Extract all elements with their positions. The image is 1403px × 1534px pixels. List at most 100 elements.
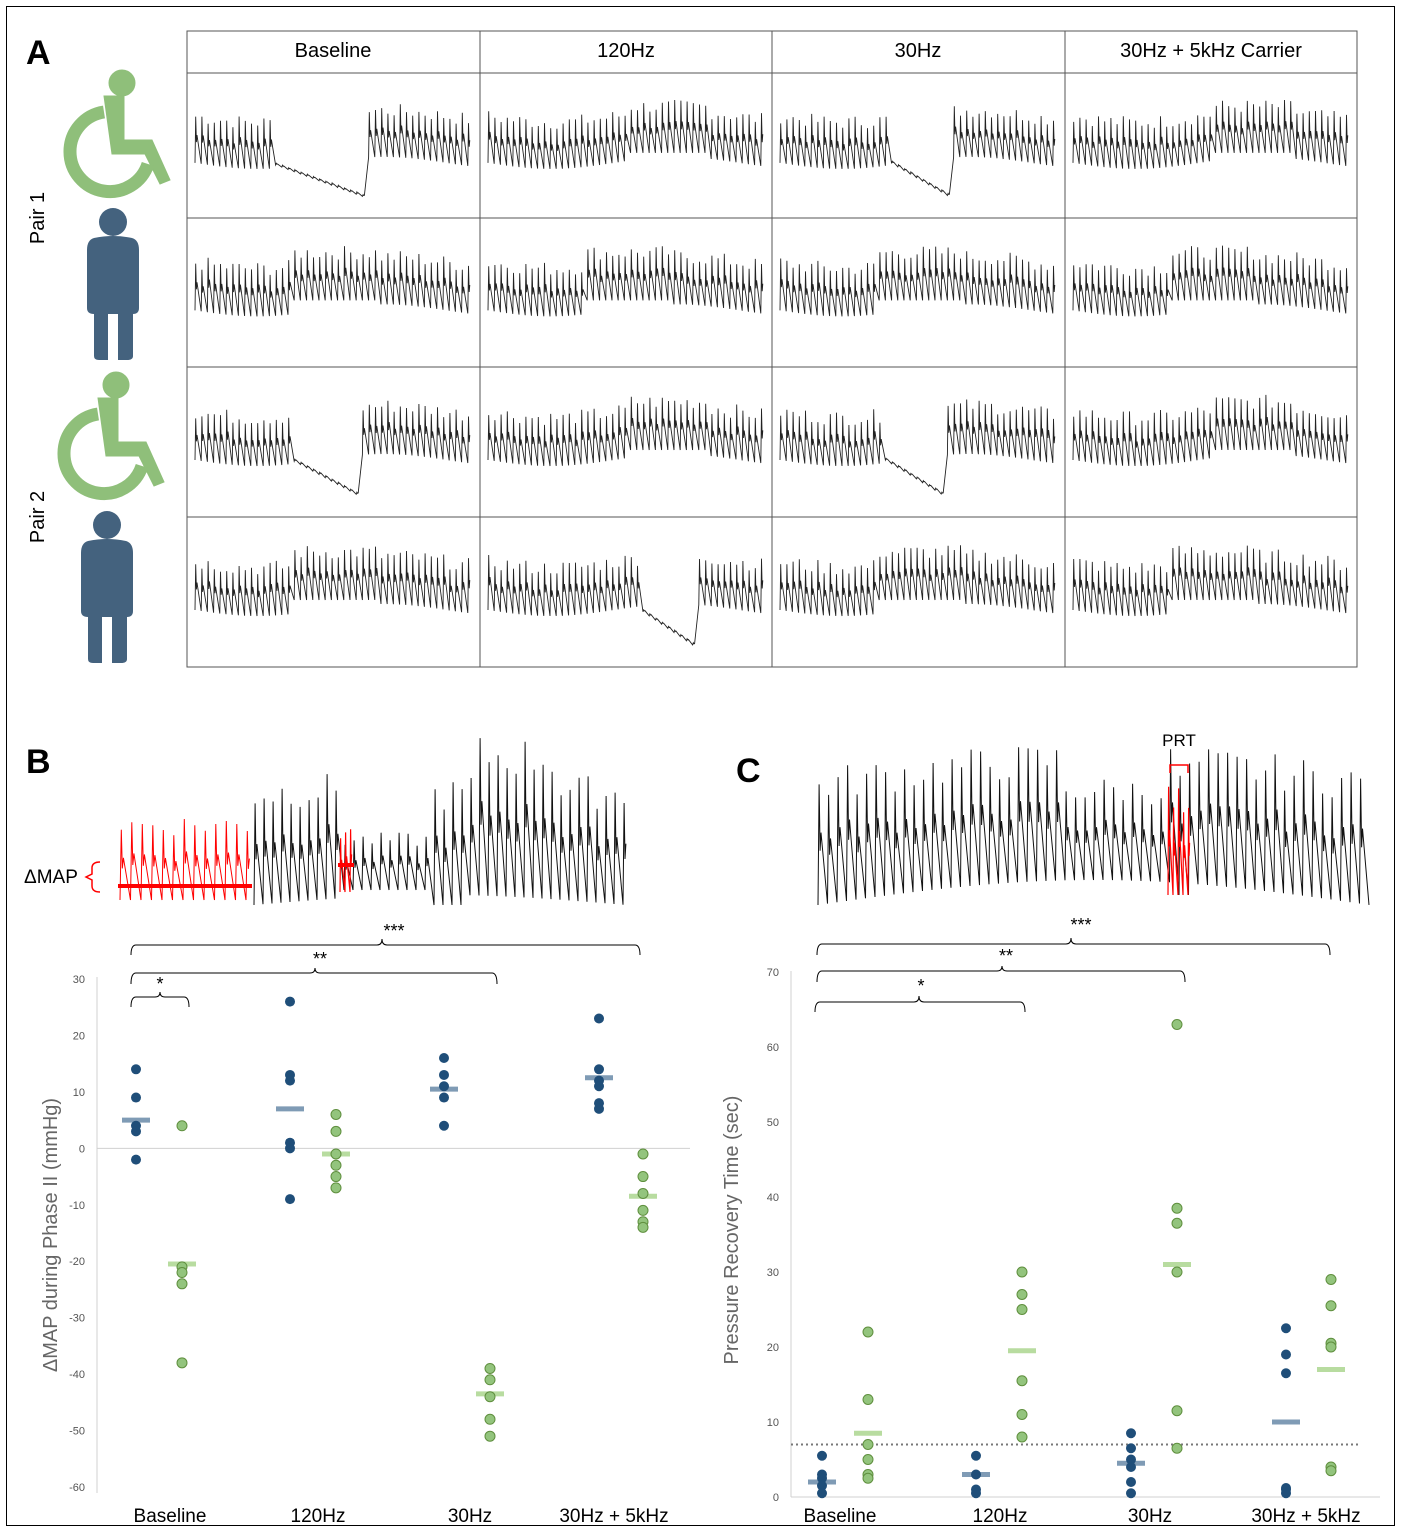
pressure-trace xyxy=(194,104,471,198)
x-tick-label-c: Baseline xyxy=(804,1506,877,1527)
prt-bracket xyxy=(1169,764,1189,773)
panel-a-traces xyxy=(194,99,1349,646)
data-point xyxy=(637,1221,649,1233)
pair-1-label: Pair 1 xyxy=(27,192,49,244)
data-point xyxy=(971,1469,981,1480)
data-point xyxy=(1325,1465,1337,1477)
data-point xyxy=(439,1081,449,1092)
data-point xyxy=(1126,1477,1136,1487)
data-point xyxy=(637,1148,649,1160)
x-tick-label-c: 30Hz + 5kHz xyxy=(1251,1506,1360,1527)
data-point xyxy=(594,1013,604,1024)
data-point xyxy=(1016,1409,1028,1420)
data-point xyxy=(637,1204,649,1216)
baseline-trace-red xyxy=(119,818,250,901)
y-axis-title-b: ΔMAP during Phase II (mmHg) xyxy=(40,1098,62,1372)
panel-label-a: A xyxy=(26,34,51,72)
column-header-30hz: 30Hz xyxy=(895,40,942,62)
person-icon xyxy=(81,511,133,663)
data-point xyxy=(484,1413,496,1425)
column-header-120hz: 120Hz xyxy=(597,40,655,62)
y-tick-label: 10 xyxy=(767,1417,779,1429)
data-point xyxy=(1171,1405,1183,1417)
panel-label-c: C xyxy=(736,752,761,790)
plot-c: Pressure Recovery Time (sec) Baseline 12… xyxy=(721,915,1380,1527)
x-tick-label-b: 30Hz + 5kHz xyxy=(559,1506,668,1527)
y-tick-label: -30 xyxy=(69,1313,85,1325)
data-point xyxy=(1171,1019,1183,1030)
wheelchair-icon xyxy=(64,372,164,494)
y-tick-label: -50 xyxy=(69,1426,85,1438)
data-point xyxy=(971,1450,981,1461)
person-icon xyxy=(87,208,139,360)
pressure-trace xyxy=(779,246,1056,317)
data-point xyxy=(484,1391,496,1403)
pressure-trace xyxy=(1072,545,1349,617)
significance-label-b: * xyxy=(156,974,163,994)
y-tick-label: -40 xyxy=(69,1369,85,1381)
data-point xyxy=(484,1362,496,1374)
data-point xyxy=(285,1143,295,1154)
figure-frame xyxy=(6,6,1395,1526)
significance-label-b: *** xyxy=(383,921,404,941)
data-point xyxy=(484,1430,496,1442)
y-axis-title-c: Pressure Recovery Time (sec) xyxy=(721,1096,743,1365)
y-tick-label: 20 xyxy=(73,1030,85,1042)
phase-trace xyxy=(817,747,1370,906)
y-tick-label: -20 xyxy=(69,1256,85,1268)
significance-label-c: ** xyxy=(999,946,1013,966)
data-point xyxy=(862,1472,874,1484)
data-point xyxy=(131,1064,141,1075)
data-point xyxy=(1126,1488,1136,1499)
y-tick-label: 60 xyxy=(767,1042,779,1054)
data-point xyxy=(439,1092,449,1103)
pair-2-label: Pair 2 xyxy=(27,491,49,543)
y-tick-label: 30 xyxy=(767,1267,779,1279)
data-point xyxy=(594,1064,604,1075)
data-point xyxy=(971,1488,981,1499)
pressure-trace xyxy=(487,554,764,646)
data-point xyxy=(330,1148,342,1160)
significance-label-c: *** xyxy=(1070,915,1091,935)
data-point xyxy=(330,1108,342,1120)
data-point xyxy=(1325,1274,1337,1285)
pressure-trace xyxy=(194,400,471,496)
significance-brackets-c xyxy=(814,937,1331,1013)
data-point xyxy=(637,1171,649,1183)
pressure-trace xyxy=(487,396,764,467)
data-point xyxy=(1126,1428,1136,1439)
data-point xyxy=(131,1126,141,1137)
data-point xyxy=(862,1454,874,1465)
significance-brackets-b xyxy=(130,938,641,1008)
significance-label-b: ** xyxy=(313,949,327,969)
data-point xyxy=(862,1439,874,1450)
x-tick-label-c: 30Hz xyxy=(1128,1506,1172,1527)
y-tick-label: 0 xyxy=(79,1143,85,1155)
pressure-trace xyxy=(1072,99,1349,169)
prt-label: PRT xyxy=(1162,731,1196,750)
column-header-baseline: Baseline xyxy=(295,40,372,62)
data-point xyxy=(176,1267,188,1279)
data-point xyxy=(330,1125,342,1137)
data-point xyxy=(817,1450,827,1461)
phase-trace xyxy=(253,738,627,906)
data-point xyxy=(817,1473,827,1484)
data-point xyxy=(330,1182,342,1194)
data-point xyxy=(439,1069,449,1080)
panel-b-example-trace xyxy=(119,738,627,906)
data-point xyxy=(484,1374,496,1386)
participant-icons xyxy=(64,70,170,663)
panel-a-grid xyxy=(186,30,1358,668)
x-tick-label-b: 30Hz xyxy=(448,1506,492,1527)
y-tick-label: 70 xyxy=(767,967,779,979)
data-point xyxy=(439,1053,449,1064)
data-point xyxy=(131,1154,141,1165)
data-point xyxy=(1171,1266,1183,1278)
data-point xyxy=(1126,1462,1136,1472)
data-point xyxy=(285,996,295,1007)
delta-map-label: ΔMAP xyxy=(24,867,78,888)
pressure-trace xyxy=(779,399,1056,495)
data-point xyxy=(1281,1323,1291,1334)
y-tick-label: 10 xyxy=(73,1087,85,1099)
